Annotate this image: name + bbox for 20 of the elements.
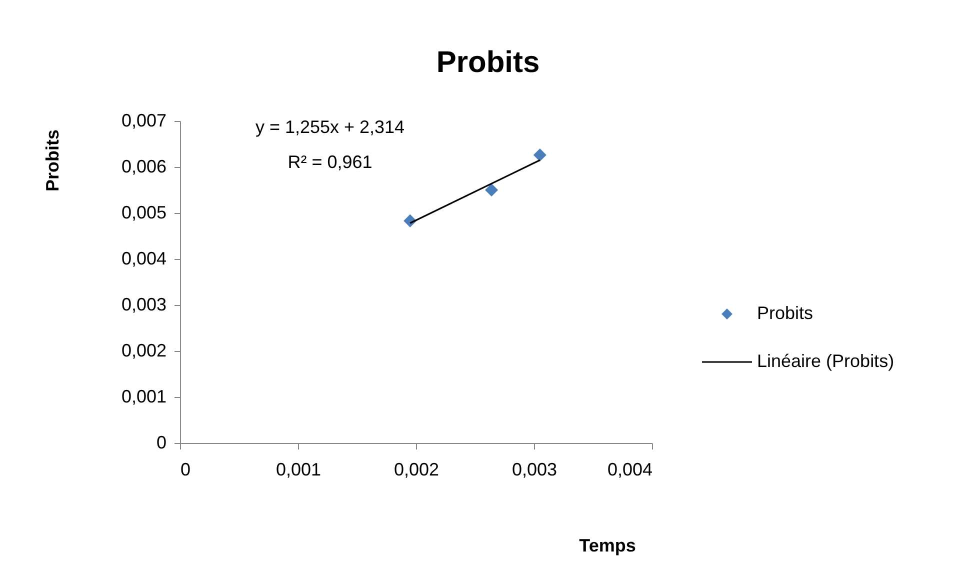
x-tick-label: 0,003 [512, 460, 558, 480]
legend-label: Probits [757, 303, 814, 323]
y-tick-label: 0,002 [121, 340, 166, 360]
y-tick-label: 0,007 [121, 110, 166, 130]
y-tick-label: 0,006 [121, 156, 166, 176]
y-tick-label: 0,005 [121, 202, 166, 222]
y-tick-label: 0,003 [121, 294, 166, 314]
x-tick-label: 0 [180, 460, 191, 480]
y-tick-label: 0,004 [121, 248, 166, 268]
y-axis-title: Probits [42, 129, 62, 192]
legend-label: Linéaire (Probits) [757, 351, 894, 371]
y-tick-label: 0,001 [121, 386, 166, 406]
chart-title: Probits [436, 46, 540, 79]
x-tick-label: 0,004 [607, 460, 652, 480]
y-tick-label: 0 [156, 432, 166, 452]
annotation: R² = 0,961 [288, 152, 372, 172]
x-axis-title: Temps [579, 536, 636, 556]
x-tick-label: 0,002 [394, 460, 440, 480]
annotation: y = 1,255x + 2,314 [255, 117, 405, 137]
x-tick-label: 0,001 [276, 460, 322, 480]
